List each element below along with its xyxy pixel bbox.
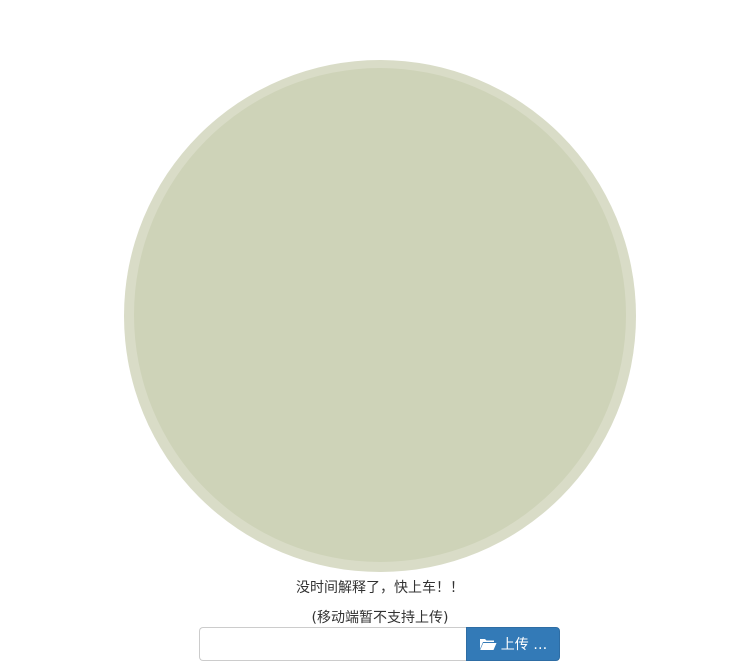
avatar-preview-circle — [124, 60, 636, 572]
upload-group: 上传 … — [199, 627, 560, 661]
tagline-text: 没时间解释了，快上车！！ — [296, 580, 464, 596]
upload-button-label: 上传 … — [500, 637, 548, 653]
folder-open-icon — [479, 637, 497, 651]
file-path-input[interactable] — [199, 627, 466, 661]
upload-button[interactable]: 上传 … — [466, 627, 560, 661]
mobile-upload-note: (移动端暂不支持上传) — [311, 610, 449, 626]
avatar-preview-inner — [134, 68, 626, 562]
